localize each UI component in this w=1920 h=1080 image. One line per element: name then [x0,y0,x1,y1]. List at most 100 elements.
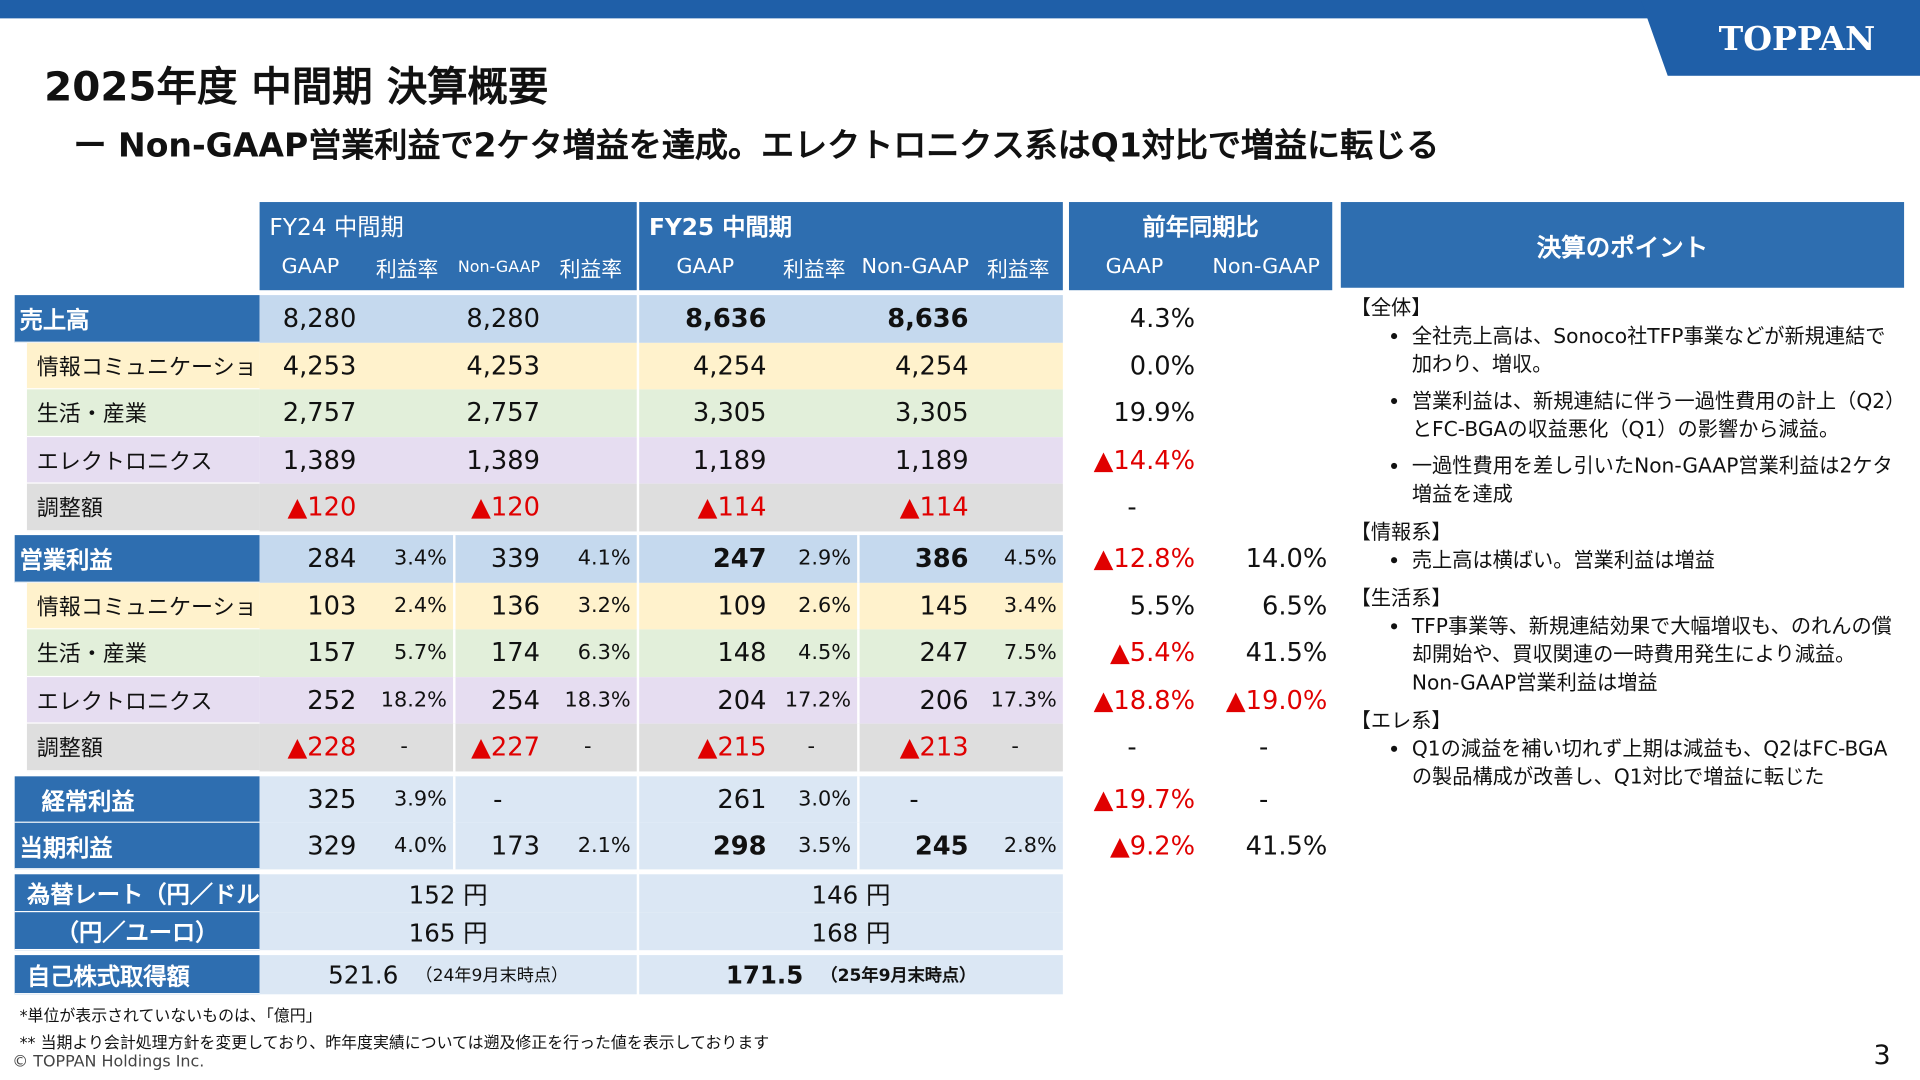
row-bg [639,955,1063,995]
row-bg [259,955,637,995]
label-cell [14,955,260,995]
row-label: 売上高 [19,307,90,334]
row-bg [259,483,637,531]
label-cell [14,295,260,343]
cell: 2.1% [577,833,631,859]
cell: 6.5% [1262,591,1328,621]
sub-header: Non-GAAP [1212,254,1320,280]
label-cell [14,535,260,583]
row-bg [639,535,1063,583]
cell: ▲114 [899,492,969,522]
cell: 339 [453,535,545,583]
point-list: 全社売上高は、Sonoco社TFP事業などが新規連結で加わり、増収。営業利益は、… [1351,322,1896,508]
label-cell [14,912,260,951]
row-bg [639,436,1063,484]
cell: ▲228 [287,732,357,762]
cell: 2.9% [798,546,852,571]
note: （24年9月末時点） [415,966,569,986]
cell: 3.0% [798,787,852,812]
row-bg [639,874,1063,913]
cell: 157 [307,638,357,668]
cell: 247 [712,543,767,574]
cell: 206 [857,676,973,724]
merged-cell: 171.5 （25年9月末時点） [639,955,1063,994]
merged-cell: 165 円 [408,918,488,948]
cell: 284 [307,543,357,574]
cell: 204 [717,685,767,715]
cell: 2.8% [1003,833,1057,859]
row-bg [259,776,637,823]
cell: 3.4% [1003,593,1057,619]
cell: 174 [453,629,545,677]
cell: 252 [307,685,357,715]
sub-header: Non-GAAP [457,257,541,277]
cell: 2.6% [798,593,852,619]
cell: 14.0% [1245,543,1328,574]
row-label: （円／ユーロ） [55,919,219,947]
row-label: 当期利益 [19,834,113,862]
points-header: 決算のポイント [1340,202,1905,288]
note: （25年9月末時点） [820,966,977,986]
cell: 1,189 [894,445,969,475]
cell: 6.3% [577,640,631,666]
cell: ▲114 [697,492,767,522]
cell: 173 [453,822,545,870]
row-bg [639,629,1063,677]
value: 521.6 [328,960,399,990]
top-bar [0,0,1920,19]
row-label: 調整額 [36,496,103,522]
cell: 17.3% [990,687,1057,713]
cell: ▲213 [857,723,973,771]
sub-header: GAAP [676,254,735,280]
copyright: © TOPPAN Holdings Inc. [12,1052,205,1071]
row-bg [259,912,637,951]
row-label: 自己株式取得額 [26,963,190,991]
row-bg [259,822,637,870]
sub-header: GAAP [281,254,340,280]
cell: 1,389 [282,445,357,475]
cell: - [583,735,592,760]
cell: 2,757 [466,398,541,428]
cell: 4.5% [798,640,852,666]
row-label: 調整額 [36,736,103,762]
logo: TOPPAN [1718,20,1876,59]
cell: 4.3% [1129,303,1196,334]
row-bg [639,723,1063,771]
merged-cell: 146 円 [811,880,891,910]
cell: 8,280 [282,303,357,334]
label-cell [26,389,260,437]
label-cell [26,629,260,677]
row-bg [259,676,637,724]
cell: 3.5% [798,833,852,859]
cell: 18.3% [564,687,631,713]
label-cell [26,436,260,484]
cell: 1,389 [466,445,541,475]
cell: - [1127,492,1137,522]
row-label: 情報コミュニケーション [36,594,279,621]
row-bg [259,629,637,677]
merged-cell: 521.6 （24年9月末時点） [260,955,637,994]
row-bg [639,483,1063,531]
row-bg [639,389,1063,437]
cell: 3.9% [394,787,447,812]
row-label: 経常利益 [41,787,135,815]
point: 一過性費用を差し引いたNon-GAAP営業利益は2ケタ増益を達成 [1412,452,1896,508]
row-bg [639,582,1063,630]
cell: 109 [717,591,767,621]
row-bg [259,436,637,484]
title: 2025年度 中間期 決算概要 [44,62,549,111]
row-label: エレクトロニクス [36,689,213,715]
cell: 298 [712,831,767,861]
cell: - [453,776,545,823]
cell: ▲120 [471,492,541,522]
cell: ▲9.2% [1109,831,1196,861]
group-header: FY24 中間期 [269,213,404,241]
cell: 4,254 [692,351,767,381]
sub-header: GAAP [1105,254,1164,280]
row-label: 情報コミュニケーション [36,354,279,381]
cell: 386 [857,535,973,583]
cell: 145 [857,582,973,630]
cell: 8,280 [466,303,541,334]
